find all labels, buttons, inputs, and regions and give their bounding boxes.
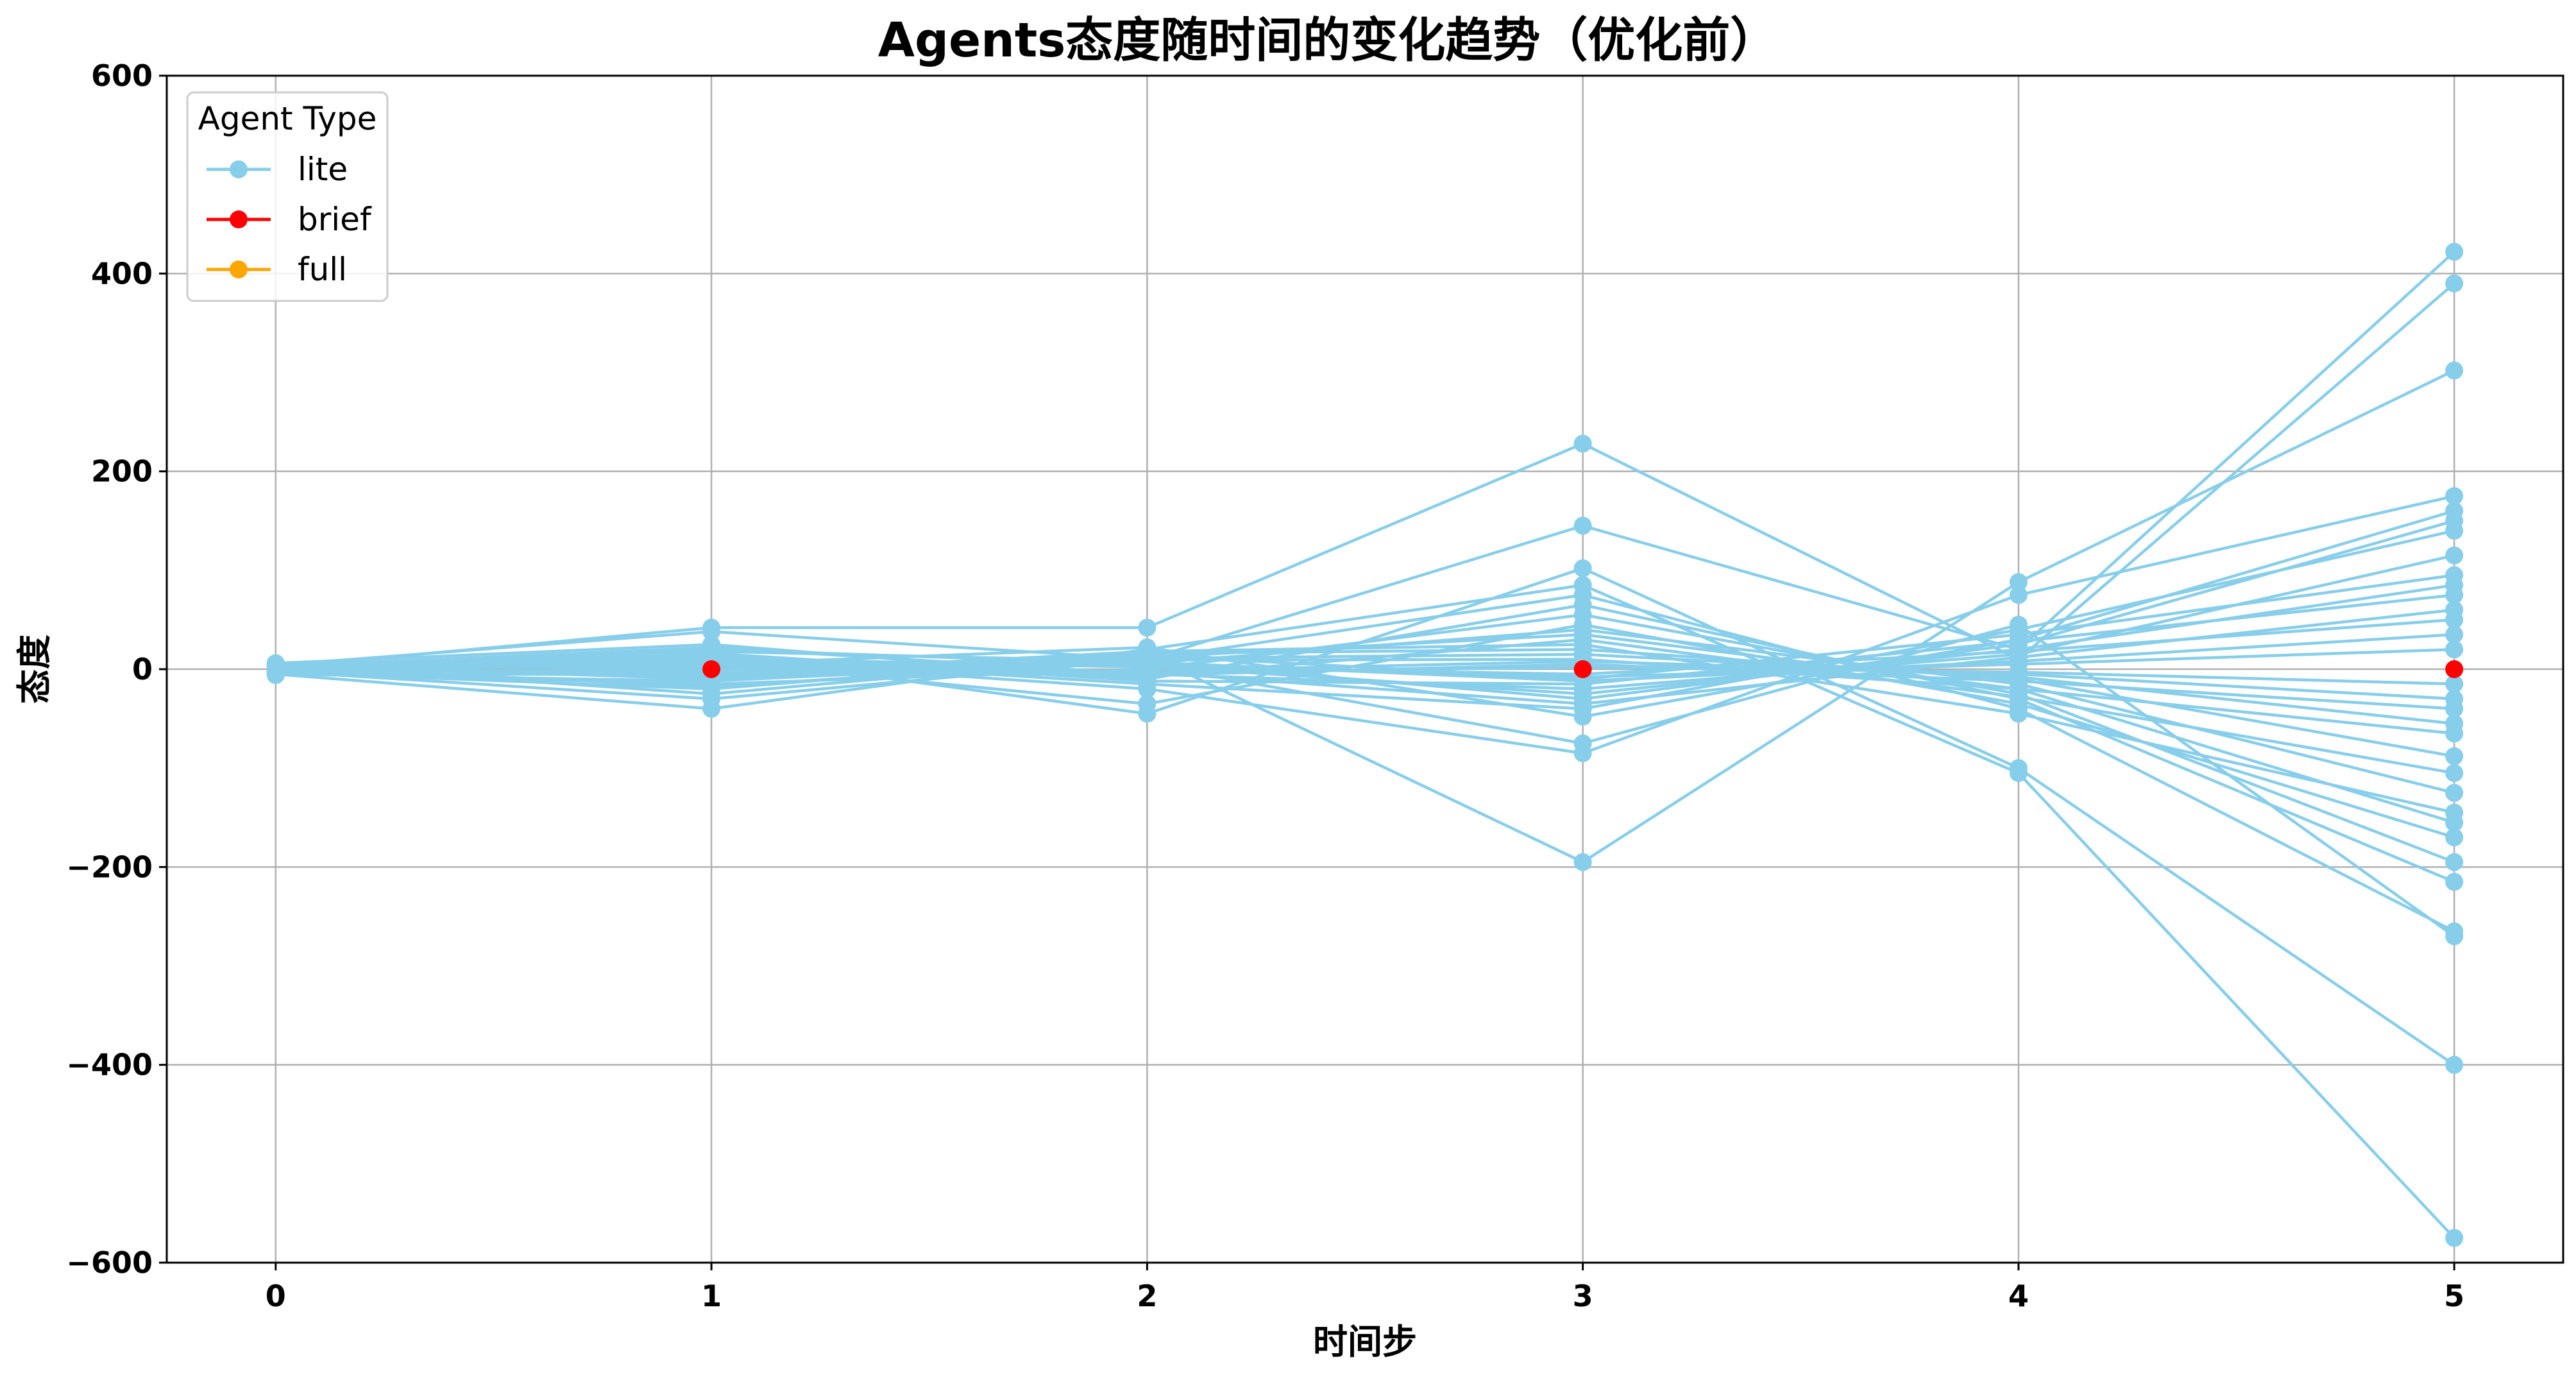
data-point <box>2009 586 2028 604</box>
data-point <box>2009 663 2028 681</box>
series-line <box>275 369 2455 864</box>
legend-marker <box>230 210 248 228</box>
legend-label: full <box>298 251 347 288</box>
data-point <box>2445 274 2464 293</box>
series-line <box>275 282 2455 669</box>
data-point <box>2009 764 2028 782</box>
x-tick-label: 1 <box>701 1279 722 1313</box>
legend-entry-lite: lite <box>207 151 348 188</box>
series-line <box>275 583 2455 1240</box>
x-axis-label: 时间步 <box>1313 1322 1417 1362</box>
data-point <box>2445 610 2464 629</box>
x-tick-label: 3 <box>1573 1279 1593 1313</box>
data-point <box>2445 828 2464 847</box>
data-point <box>1573 734 1592 753</box>
data-point <box>1573 853 1592 871</box>
data-point <box>1138 618 1157 637</box>
tick-layer: 0 1 2 3 4 5 −600 −400 −200 0 200 400 600 <box>66 58 2464 1313</box>
data-point <box>2445 640 2464 659</box>
y-tick-label: −200 <box>66 849 153 884</box>
data-point <box>2445 586 2464 604</box>
y-tick-label: 200 <box>91 454 153 489</box>
series-layer <box>266 243 2464 1247</box>
data-point <box>2445 1229 2464 1247</box>
data-point <box>2445 675 2464 694</box>
data-point <box>2445 546 2464 565</box>
legend-entry-full: full <box>207 251 347 288</box>
data-point <box>2445 361 2464 380</box>
data-point <box>2009 704 2028 723</box>
data-point <box>1138 694 1157 713</box>
data-point <box>2009 573 2028 592</box>
legend-label: lite <box>298 151 348 188</box>
data-point <box>2445 1055 2464 1074</box>
data-point <box>2445 783 2464 802</box>
legend-label: brief <box>298 201 372 238</box>
data-point <box>1573 434 1592 453</box>
y-tick-label: 600 <box>91 58 153 93</box>
series-line <box>275 660 2455 701</box>
x-tick-label: 0 <box>266 1279 286 1313</box>
series-line <box>275 638 2455 775</box>
data-point <box>702 622 721 641</box>
x-tick-label: 5 <box>2444 1279 2464 1313</box>
legend-box <box>186 91 389 302</box>
data-point <box>1573 694 1592 713</box>
data-point <box>2445 690 2464 708</box>
y-tick-label: −600 <box>66 1245 153 1280</box>
data-point <box>2445 764 2464 782</box>
data-point <box>2445 522 2464 540</box>
data-point <box>2445 626 2464 644</box>
series-line <box>275 623 2455 938</box>
y-tick-label: 400 <box>91 256 153 291</box>
y-axis-label: 态度 <box>14 635 55 704</box>
series-line <box>275 250 2455 667</box>
data-point <box>266 663 285 681</box>
data-point <box>2445 922 2464 941</box>
data-point <box>1573 516 1592 535</box>
y-tick-label: 0 <box>132 652 153 687</box>
series-line <box>275 593 2455 933</box>
legend-title: Agent Type <box>198 100 377 137</box>
data-point <box>2445 747 2464 765</box>
x-tick-label: 4 <box>2008 1279 2029 1313</box>
series-brief-1 <box>702 660 2464 678</box>
data-point <box>2445 803 2464 822</box>
data-point <box>2445 487 2464 506</box>
legend-marker <box>230 160 248 178</box>
x-tick-label: 2 <box>1137 1279 1157 1313</box>
legend-entry-brief: brief <box>207 201 372 238</box>
data-point <box>2445 853 2464 871</box>
data-point <box>1573 559 1592 577</box>
data-point <box>2445 243 2464 261</box>
data-point <box>2445 714 2464 733</box>
y-tick-label: −400 <box>66 1048 153 1082</box>
data-point <box>2445 660 2464 678</box>
series-line <box>275 658 2455 735</box>
data-point <box>1138 664 1157 683</box>
chart-title: Agents态度随时间的变化趋势（优化前） <box>878 13 1778 68</box>
legend-entries: lite brief full <box>207 151 372 288</box>
legend: Agent Type lite brief full <box>186 91 389 302</box>
legend-marker <box>230 260 248 278</box>
data-point <box>702 660 721 678</box>
series-line <box>275 593 2455 686</box>
series-line <box>275 665 2455 686</box>
series-line <box>275 643 2455 814</box>
data-point <box>2445 873 2464 891</box>
data-point <box>1573 660 1592 678</box>
